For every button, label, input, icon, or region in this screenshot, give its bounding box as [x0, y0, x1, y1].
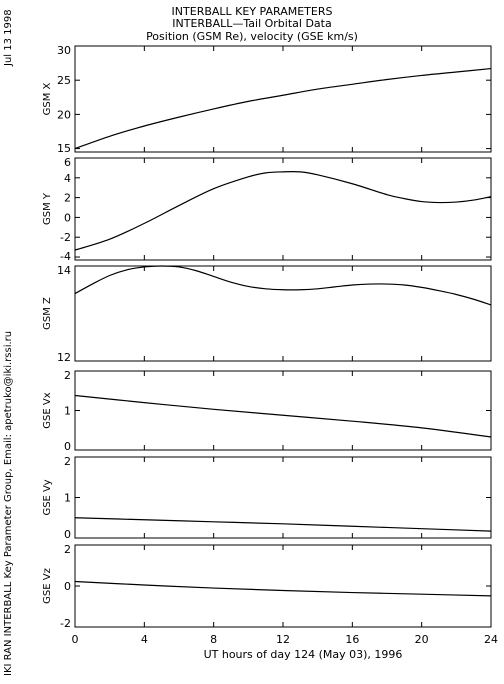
x-tick-label: 20 — [415, 633, 429, 646]
series-line — [74, 517, 492, 532]
panel-frame — [74, 456, 492, 539]
panel-frame — [74, 157, 492, 261]
series-line — [74, 171, 492, 251]
x-tick-label: 24 — [484, 633, 498, 646]
panel-gsm-z: 12 14 GSM Z — [42, 264, 492, 364]
y-tick-label: 0 — [64, 211, 71, 224]
y-tick-label: 12 — [57, 351, 71, 364]
x-tick-label: 4 — [141, 633, 148, 646]
y-tick-label: 25 — [57, 74, 71, 87]
y-tick-label: 2 — [64, 455, 71, 468]
y-axis-label: GSM Y — [42, 192, 53, 225]
y-tick-label: 0 — [64, 580, 71, 593]
y-axis-label: GSE Vz — [42, 568, 53, 604]
chart-title: INTERBALL KEY PARAMETERS — [171, 5, 333, 18]
series-line — [74, 265, 492, 306]
series-line — [74, 580, 492, 597]
y-tick-label: 2 — [64, 543, 71, 556]
y-tick-label: -2 — [60, 231, 71, 244]
y-tick-label: 2 — [64, 192, 71, 205]
panel-frame — [74, 45, 492, 153]
y-tick-label: 6 — [64, 156, 71, 169]
chart-description: Position (GSM Re), velocity (GSE km/s) — [146, 30, 358, 43]
y-tick-label: 30 — [57, 44, 71, 57]
series-line — [74, 67, 492, 150]
panel-frame — [74, 544, 492, 628]
y-axis-label: GSM Z — [42, 297, 53, 330]
y-tick-label: 0 — [64, 440, 71, 453]
y-tick-label: 1 — [64, 405, 71, 418]
panel-gse-vy: 0 1 2 GSE Vy — [42, 455, 492, 541]
y-tick-label: 2 — [64, 369, 71, 382]
y-tick-label: -4 — [60, 250, 71, 263]
y-axis-label: GSE Vx — [42, 392, 53, 428]
y-tick-label: 15 — [57, 142, 71, 155]
series-line — [74, 394, 492, 438]
panel-gsm-y: -4 -2 0 2 4 6 GSM Y — [42, 156, 492, 263]
y-tick-label: 20 — [57, 108, 71, 121]
y-tick-label: -2 — [60, 617, 71, 630]
y-tick-label: 0 — [64, 528, 71, 541]
y-tick-label: 4 — [64, 172, 71, 185]
panel-gsm-x: 15 20 25 30 GSM X — [42, 44, 492, 155]
x-tick-label: 8 — [210, 633, 217, 646]
y-axis-label: GSM X — [42, 82, 53, 115]
y-tick-label: 1 — [64, 492, 71, 505]
y-axis-label: GSE Vy — [42, 479, 53, 515]
x-tick-label: 12 — [276, 633, 290, 646]
panel-gse-vx: 0 1 2 GSE Vx — [42, 369, 492, 453]
y-tick-label: 14 — [57, 264, 71, 277]
panel-frame — [74, 370, 492, 451]
x-tick-label: 0 — [72, 633, 79, 646]
x-tick-label: 16 — [345, 633, 359, 646]
chart-subtitle: INTERBALL—Tail Orbital Data — [172, 17, 332, 30]
panel-frame — [74, 265, 492, 362]
panel-gse-vz: -2 0 2 GSE Vz — [42, 543, 492, 630]
x-axis-label: UT hours of day 124 (May 03), 1996 — [204, 648, 403, 661]
